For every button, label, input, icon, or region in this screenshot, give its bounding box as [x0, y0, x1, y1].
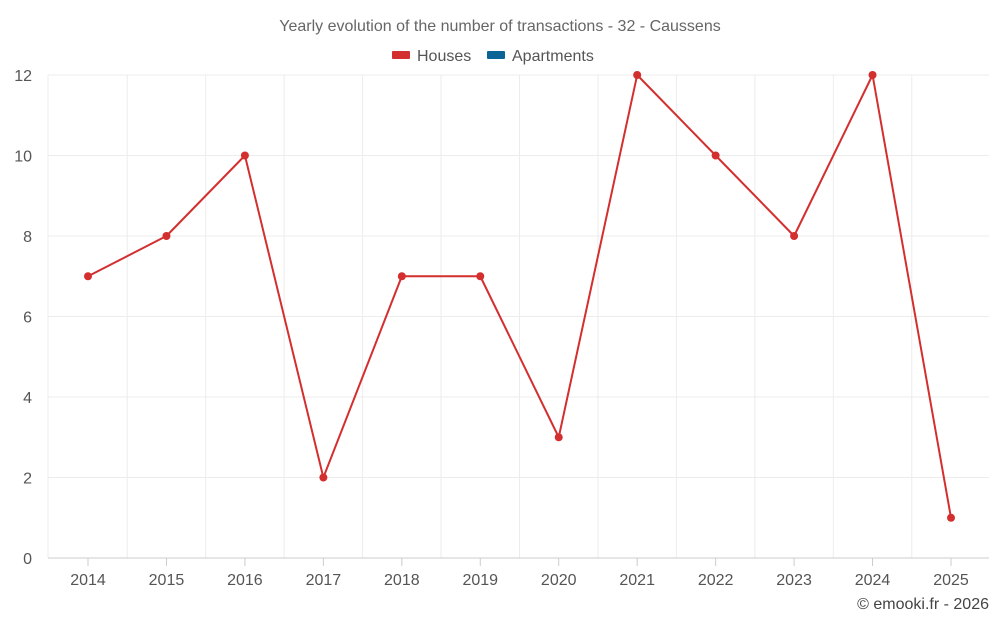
chart-title: Yearly evolution of the number of transa…	[279, 18, 720, 35]
x-tick-label: 2023	[776, 572, 812, 589]
series	[84, 71, 955, 522]
x-tick-label: 2022	[698, 572, 734, 589]
y-tick-label: 0	[23, 551, 32, 568]
x-tick-label: 2020	[541, 572, 577, 589]
axes: 0 2 4 6 8 10 12 2014 2015 2016 2017 2018 2019 2020 202…	[14, 68, 989, 589]
data-point[interactable]	[711, 151, 720, 160]
data-point[interactable]	[319, 473, 328, 482]
data-point[interactable]	[554, 433, 563, 442]
y-tick-label: 10	[14, 149, 32, 166]
y-tick-label: 4	[23, 390, 32, 407]
x-tick-label: 2019	[462, 572, 498, 589]
x-tick-label: 2014	[70, 572, 106, 589]
x-tick-label: 2025	[933, 572, 969, 589]
y-tick-label: 12	[14, 68, 32, 85]
x-tick-label: 2016	[227, 572, 263, 589]
grid	[47, 74, 989, 558]
legend-item-houses[interactable]: Houses	[392, 48, 471, 65]
y-tick-label: 6	[23, 310, 32, 327]
legend: Houses Apartments	[392, 48, 594, 65]
data-point[interactable]	[868, 71, 877, 79]
y-tick-label: 2	[23, 471, 32, 488]
credit-text: © emooki.fr - 2026	[857, 596, 989, 613]
data-point[interactable]	[476, 272, 485, 281]
data-point[interactable]	[790, 232, 799, 240]
x-tick-label: 2024	[855, 572, 891, 589]
y-tick-label: 8	[23, 229, 32, 246]
data-point[interactable]	[947, 513, 955, 522]
legend-item-apartments[interactable]: Apartments	[487, 48, 594, 65]
legend-label-houses: Houses	[417, 48, 471, 65]
legend-label-apartments: Apartments	[512, 48, 594, 65]
data-point[interactable]	[397, 272, 406, 281]
series-line-houses	[87, 74, 952, 518]
data-point[interactable]	[633, 71, 642, 79]
data-point[interactable]	[84, 272, 92, 281]
x-tick-label: 2021	[619, 572, 655, 589]
legend-swatch-apartments	[487, 51, 505, 59]
data-point[interactable]	[240, 151, 249, 160]
legend-swatch-houses	[392, 51, 410, 59]
x-tick-label: 2018	[384, 572, 420, 589]
x-tick-label: 2017	[306, 572, 342, 589]
x-tick-label: 2015	[149, 572, 185, 589]
data-point[interactable]	[162, 232, 171, 240]
